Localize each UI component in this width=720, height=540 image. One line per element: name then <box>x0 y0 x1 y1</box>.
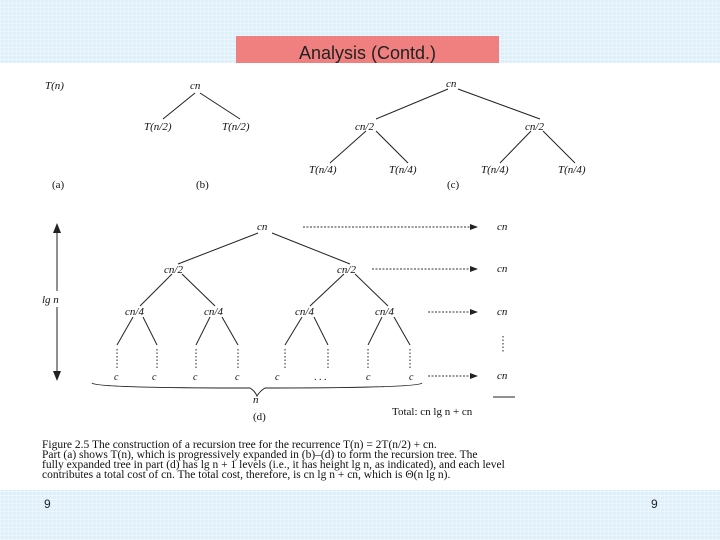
panel-b-left: T(n/2) <box>144 121 172 133</box>
panel-d-level2-node: cn/4 <box>204 306 223 318</box>
slide-number-left: 9 <box>44 497 51 511</box>
level-cost: cn <box>497 263 508 275</box>
panel-d-level1-node: cn/2 <box>164 264 183 276</box>
panel-d-root: cn <box>257 221 268 233</box>
panel-c-mid-right: cn/2 <box>525 121 544 133</box>
panel-d-label: (d) <box>253 411 266 423</box>
slide-number-right: 9 <box>651 497 658 511</box>
panel-a-root: T(n) <box>45 80 64 92</box>
caption-line: Part (a) shows T(n), which is progressiv… <box>42 449 478 461</box>
caption-line: contributes a total cost of cn. The tota… <box>42 469 451 481</box>
leaf-brace <box>91 382 423 398</box>
panel-d-leaf-ellipsis: . . . <box>314 372 327 383</box>
panel-d-level1-node: cn/2 <box>337 264 356 276</box>
panel-b-root: cn <box>190 80 201 92</box>
panel-c-leaf: T(n/4) <box>389 164 417 176</box>
panel-d-level2-node: cn/4 <box>375 306 394 318</box>
panel-d-level2-node: cn/4 <box>295 306 314 318</box>
panel-a-label: (a) <box>52 179 65 191</box>
panel-d-leaf: c <box>409 372 414 383</box>
total-cost: Total: cn lg n + cn <box>392 406 473 418</box>
level-cost: cn <box>497 221 508 233</box>
recursion-tree-diagram: T(n) (a) cn T(n/2) T(n/2) (b) cn cn/2 cn… <box>42 78 586 423</box>
recursion-tree-figure: T(n) (a) cn T(n/2) T(n/2) (b) cn cn/2 cn… <box>0 63 720 490</box>
panel-c-leaf: T(n/4) <box>558 164 586 176</box>
level-cost: cn <box>497 306 508 318</box>
panel-d-leaf: c <box>114 372 119 383</box>
panel-d-leaf: c <box>152 372 157 383</box>
panel-c-mid-left: cn/2 <box>355 121 374 133</box>
tree-edges <box>116 88 576 346</box>
slide-title-box: Analysis (Contd.) <box>236 36 499 63</box>
panel-d-leaf: c <box>235 372 240 383</box>
height-arrow <box>53 223 61 381</box>
caption-line: Figure 2.5 The construction of a recursi… <box>42 439 437 451</box>
slide-title: Analysis (Contd.) <box>298 43 437 63</box>
dotted-subtrees <box>116 336 504 369</box>
panel-d-leaf: c <box>366 372 371 383</box>
width-label: n <box>253 394 259 406</box>
panel-b-right: T(n/2) <box>222 121 250 133</box>
panel-b-label: (b) <box>196 179 209 191</box>
caption-line: fully expanded tree in part (d) has lg n… <box>42 459 505 471</box>
height-label: lg n <box>42 294 59 306</box>
panel-c-leaf: T(n/4) <box>481 164 509 176</box>
panel-c-leaf: T(n/4) <box>309 164 337 176</box>
panel-d-level2-node: cn/4 <box>125 306 144 318</box>
panel-d-leaf: c <box>275 372 280 383</box>
panel-c-root: cn <box>446 78 457 90</box>
guide-arrowheads <box>470 224 478 379</box>
panel-d-leaf: c <box>193 372 198 383</box>
level-cost: cn <box>497 370 508 382</box>
level-guides <box>303 226 470 377</box>
panel-c-label: (c) <box>447 179 460 191</box>
